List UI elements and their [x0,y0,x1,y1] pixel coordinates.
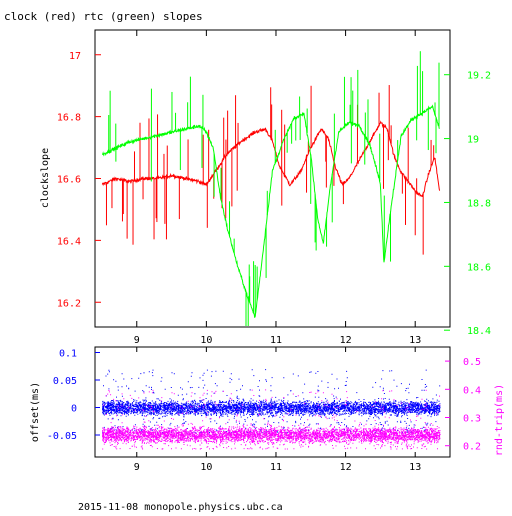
rnd-trip-right-tick-label: 0.3 [463,414,481,425]
slope-x-tick-label: 11 [270,335,282,346]
offset-x-tick-label: 9 [134,462,140,473]
slope-left-tick-label: 17 [69,51,81,62]
slope-left-tick-label: 16.4 [57,236,81,247]
slope-right-tick-label: 19.2 [467,71,491,82]
slope-right-tick-label: 18.4 [467,326,491,337]
slope-left-tick-label: 16.6 [57,175,81,186]
slope-right-tick-label: 18.6 [467,262,491,273]
slope-series [101,51,441,326]
slope-right-tick-label: 19 [467,135,479,146]
slope-x-tick-label: 12 [340,335,352,346]
offset-y-axis-label: offset(ms) [30,382,41,442]
offset-scatter-points [102,369,441,434]
slope-x-tick-label: 10 [200,335,212,346]
slope-x-tick-label: 9 [134,335,140,346]
offset-x-tick-label: 11 [270,462,282,473]
slope-x-tick-label: 13 [409,335,421,346]
footer-label: 2015-11-08 monopole.physics.ubc.ca [78,502,283,512]
slope-axes: 9 10 11 12 13 16.2 16.4 16.6 16.8 17 18.4 18.6 18.8 1… [57,30,491,346]
rtc-slope-line [102,104,440,318]
offset-series [102,369,441,450]
offset-left-tick-label: 0.1 [59,349,77,360]
slope-left-tick-label: 16.8 [57,113,81,124]
rnd-trip-right-tick-label: 0.4 [463,385,481,396]
offset-left-tick-label: 0.05 [53,376,77,387]
offset-x-tick-label: 13 [409,462,421,473]
slope-right-tick-label: 18.8 [467,198,491,209]
offset-x-tick-label: 10 [200,462,212,473]
offset-x-tick-label: 12 [340,462,352,473]
rnd-trip-scatter-points [102,389,441,450]
rnd-trip-right-tick-label: 0.5 [463,357,481,368]
offset-plot-frame [94,346,451,458]
slope-y-axis-label: clockslope [40,148,51,208]
chart-title: clock (red) rtc (green) slopes [4,10,203,23]
rnd-trip-right-tick-label: 0.2 [463,442,481,453]
slope-left-tick-label: 16.2 [57,298,81,309]
slope-panel: 9 10 11 12 13 16.2 16.4 16.6 16.8 17 18.4 18.6 18.8 1… [40,29,491,346]
offset-left-tick-label: -0.05 [47,431,77,442]
offset-axes: 9 10 11 12 13 -0.05 0 0.05 0.1 0.2 0.3 0.4 0.5 [47,347,481,473]
offset-panel: 9 10 11 12 13 -0.05 0 0.05 0.1 0.2 0.3 0.4 0.5 offse… [30,346,505,473]
rnd-trip-y-axis-label: rnd-trip(ms) [494,384,505,456]
offset-left-tick-label: 0 [71,404,77,415]
